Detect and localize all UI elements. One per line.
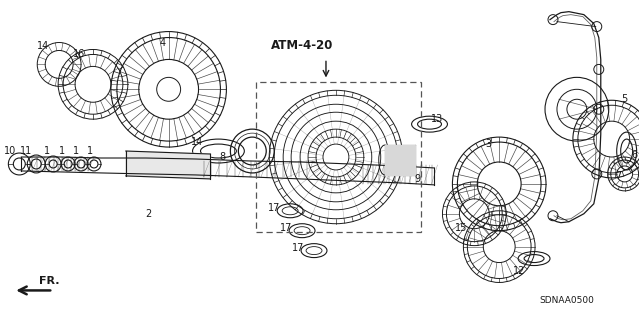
Text: 17: 17 <box>292 243 304 253</box>
Text: 1: 1 <box>73 146 79 156</box>
Text: 17: 17 <box>268 203 280 213</box>
Text: 17: 17 <box>280 223 292 233</box>
Polygon shape <box>385 145 415 175</box>
Text: 1: 1 <box>59 146 65 156</box>
Text: 1: 1 <box>44 146 51 156</box>
Text: 5: 5 <box>621 94 628 104</box>
Text: 7: 7 <box>616 171 622 181</box>
Text: 16: 16 <box>73 49 85 59</box>
Text: ATM-4-20: ATM-4-20 <box>271 40 333 52</box>
Text: 15: 15 <box>455 223 468 233</box>
Text: 6: 6 <box>632 150 637 160</box>
Text: 12: 12 <box>513 265 525 276</box>
Text: 11: 11 <box>20 146 33 156</box>
Text: 10: 10 <box>4 146 17 156</box>
Text: 8: 8 <box>220 152 225 162</box>
Text: SDNAA0500: SDNAA0500 <box>540 296 595 305</box>
Text: FR.: FR. <box>39 277 60 286</box>
Text: 2: 2 <box>146 209 152 219</box>
Text: 14: 14 <box>191 137 204 147</box>
Polygon shape <box>126 151 211 179</box>
Text: 1: 1 <box>87 146 93 156</box>
Text: 9: 9 <box>415 174 420 184</box>
Text: 3: 3 <box>485 139 492 149</box>
Text: 4: 4 <box>159 38 166 48</box>
Text: 13: 13 <box>431 114 444 124</box>
Text: 14: 14 <box>37 41 49 51</box>
Bar <box>256 82 420 232</box>
